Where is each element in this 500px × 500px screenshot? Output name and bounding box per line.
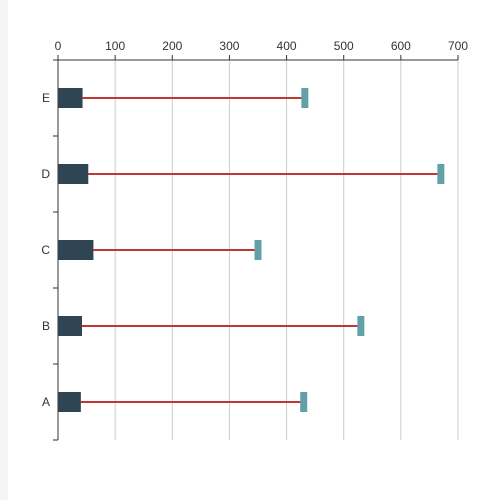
end-marker-D <box>437 164 445 184</box>
start-bar-C <box>58 240 94 260</box>
start-bar-D <box>58 164 89 184</box>
end-marker-C <box>254 240 262 260</box>
x-tick-label-300: 300 <box>219 39 239 53</box>
y-tick-label-D: D <box>41 167 50 181</box>
y-tick-label-B: B <box>42 319 50 333</box>
end-marker-B <box>357 316 365 336</box>
axis-layer: 0 100 200 300 400 500 600 700 A B C D E <box>41 39 468 441</box>
y-tick-label-E: E <box>42 91 50 105</box>
start-bar-A <box>58 392 81 412</box>
x-tick-label-0: 0 <box>55 39 62 53</box>
y-tick-label-A: A <box>42 395 50 409</box>
mark-layer <box>58 88 445 412</box>
x-tick-label-500: 500 <box>334 39 354 53</box>
x-tick-label-200: 200 <box>162 39 182 53</box>
x-tick-label-400: 400 <box>277 39 297 53</box>
end-marker-A <box>300 392 308 412</box>
y-tick-label-C: C <box>41 243 50 257</box>
start-bar-B <box>58 316 82 336</box>
x-tick-label-700: 700 <box>448 39 468 53</box>
start-bar-E <box>58 88 83 108</box>
end-marker-E <box>301 88 309 108</box>
x-tick-label-600: 600 <box>391 39 411 53</box>
x-tick-label-100: 100 <box>105 39 125 53</box>
